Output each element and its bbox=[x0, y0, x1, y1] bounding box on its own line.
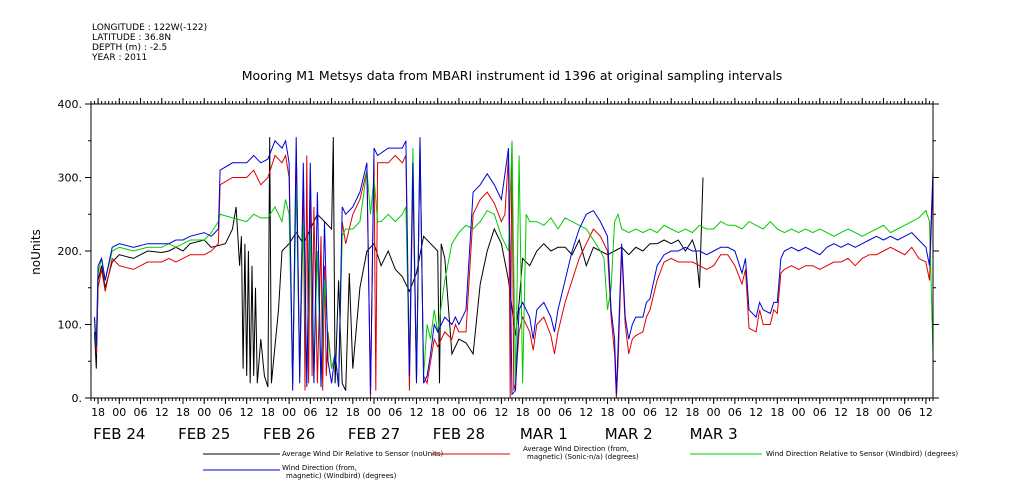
x-tick-label: 06 bbox=[134, 406, 148, 419]
x-tick-label: 12 bbox=[494, 406, 508, 419]
x-tick-label: 18 bbox=[431, 406, 445, 419]
x-tick-label: 18 bbox=[176, 406, 190, 419]
x-tick-label: 00 bbox=[282, 406, 296, 419]
x-tick-label: 00 bbox=[367, 406, 381, 419]
x-tick-label: 18 bbox=[855, 406, 869, 419]
legend-label-2: Average Wind Direction (from, bbox=[523, 445, 629, 453]
x-tick-label: 12 bbox=[240, 406, 254, 419]
x-tick-label: 12 bbox=[325, 406, 339, 419]
x-day-label: FEB 27 bbox=[348, 425, 400, 443]
x-tick-label: 12 bbox=[579, 406, 593, 419]
x-tick-label: 18 bbox=[516, 406, 530, 419]
x-tick-label: 06 bbox=[388, 406, 402, 419]
x-tick-label: 12 bbox=[749, 406, 763, 419]
x-tick-label: 12 bbox=[919, 406, 933, 419]
x-tick-label: 12 bbox=[834, 406, 848, 419]
x-day-label: MAR 2 bbox=[605, 425, 653, 443]
legend-label-4: Wind Direction (from, bbox=[282, 464, 357, 472]
series-line-3 bbox=[94, 140, 934, 391]
x-tick-label: 06 bbox=[898, 406, 912, 419]
series-line-4 bbox=[94, 137, 934, 396]
x-tick-label: 00 bbox=[622, 406, 636, 419]
x-day-label: MAR 1 bbox=[520, 425, 568, 443]
legend-label-2: magnetic) (Sonic-n/a) (degrees) bbox=[527, 453, 639, 461]
plot-area bbox=[94, 137, 934, 399]
y-tick-label: 100. bbox=[58, 319, 83, 332]
x-tick-label: 18 bbox=[261, 406, 275, 419]
x-day-label: FEB 24 bbox=[93, 425, 145, 443]
x-tick-label: 00 bbox=[452, 406, 466, 419]
latitude-text: LATITUDE : 36.8N bbox=[92, 33, 171, 43]
y-tick-label: 300. bbox=[58, 172, 83, 185]
x-tick-label: 06 bbox=[558, 406, 572, 419]
series-line-1 bbox=[94, 137, 704, 391]
depth-text: DEPTH (m) : -2.5 bbox=[92, 43, 167, 53]
x-tick-label: 12 bbox=[409, 406, 423, 419]
legend-label-3: Wind Direction Relative to Sensor (Windb… bbox=[766, 450, 958, 458]
chart-title: Mooring M1 Metsys data from MBARI instru… bbox=[242, 68, 783, 83]
legend-label-1: Average Wind Dir Relative to Sensor (noU… bbox=[282, 450, 443, 458]
x-tick-label: 18 bbox=[346, 406, 360, 419]
longitude-text: LONGITUDE : 122W(-122) bbox=[92, 23, 207, 33]
y-tick-label: 0. bbox=[72, 392, 83, 405]
x-day-label: FEB 25 bbox=[178, 425, 230, 443]
x-tick-label: 06 bbox=[218, 406, 232, 419]
x-tick-label: 06 bbox=[303, 406, 317, 419]
x-day-label: FEB 26 bbox=[263, 425, 315, 443]
x-tick-label: 18 bbox=[770, 406, 784, 419]
x-tick-label: 00 bbox=[112, 406, 126, 419]
x-tick-label: 00 bbox=[537, 406, 551, 419]
x-tick-label: 12 bbox=[155, 406, 169, 419]
x-tick-label: 00 bbox=[876, 406, 890, 419]
x-tick-label: 18 bbox=[91, 406, 105, 419]
y-axis-label: noUnits bbox=[29, 229, 43, 275]
x-tick-label: 06 bbox=[728, 406, 742, 419]
x-day-label: FEB 28 bbox=[433, 425, 485, 443]
x-tick-label: 00 bbox=[707, 406, 721, 419]
axes: 0. 100. 200. 300. 400. 18 00 06 12 18 00 06 12 18 00 06… bbox=[58, 98, 939, 443]
x-tick-label: 00 bbox=[197, 406, 211, 419]
x-tick-label: 12 bbox=[664, 406, 678, 419]
x-tick-label: 06 bbox=[813, 406, 827, 419]
metadata-header: LONGITUDE : 122W(-122) LATITUDE : 36.8N … bbox=[91, 23, 207, 63]
x-day-label: MAR 3 bbox=[690, 425, 738, 443]
legend: Average Wind Dir Relative to Sensor (noU… bbox=[203, 445, 958, 480]
y-tick-label: 400. bbox=[58, 98, 83, 111]
x-tick-label: 18 bbox=[685, 406, 699, 419]
x-tick-label: 06 bbox=[643, 406, 657, 419]
legend-label-4: magnetic) (Windbird) (degrees) bbox=[286, 472, 397, 480]
y-tick-label: 200. bbox=[58, 245, 83, 258]
x-tick-label: 06 bbox=[473, 406, 487, 419]
x-tick-label: 18 bbox=[601, 406, 615, 419]
x-tick-label: 00 bbox=[792, 406, 806, 419]
year-text: YEAR : 2011 bbox=[91, 53, 147, 63]
